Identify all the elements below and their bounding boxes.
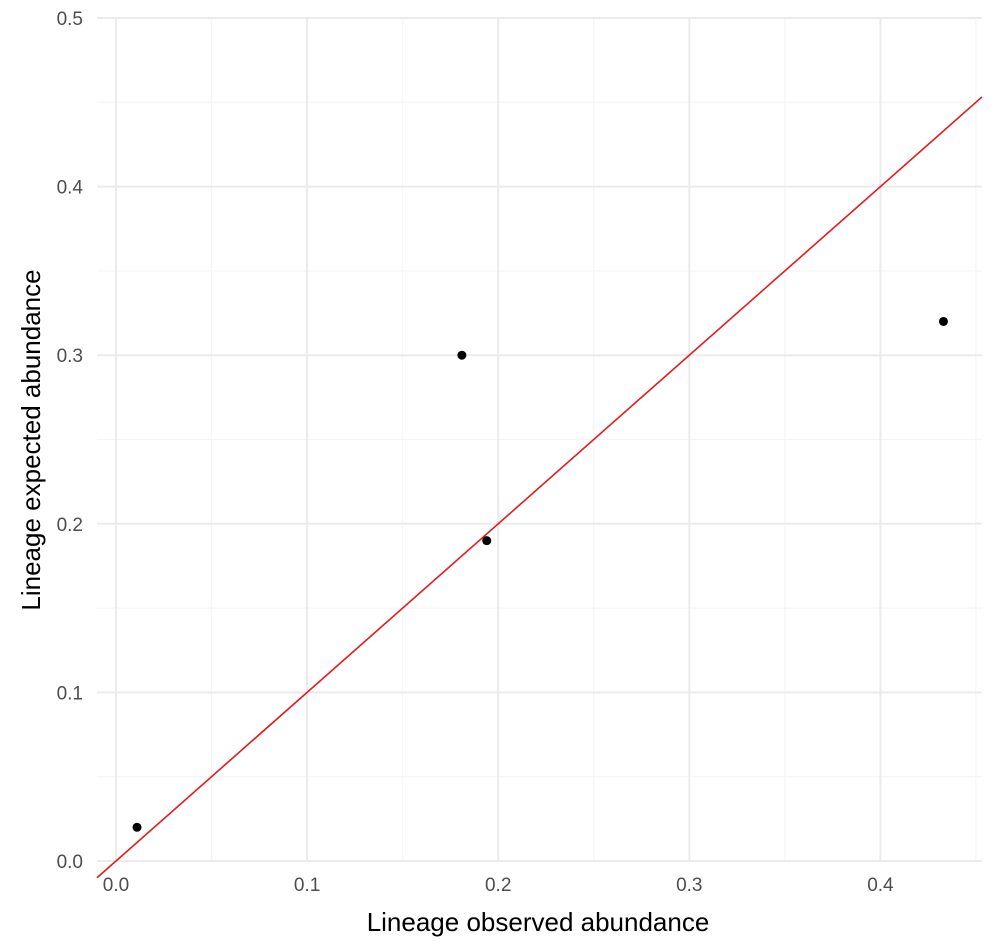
y-tick-label: 0.5: [57, 9, 83, 30]
y-tick-label: 0.4: [57, 178, 84, 199]
data-point: [938, 316, 948, 326]
y-tick-label: 0.2: [57, 515, 83, 536]
reference-line: [96, 96, 983, 879]
data-point: [132, 822, 142, 832]
x-tick-label: 0.2: [485, 875, 511, 896]
data-point: [482, 536, 492, 546]
y-axis-tick-labels: 0.0 0.1 0.2 0.3 0.4 0.5: [57, 9, 84, 873]
y-tick-label: 0.1: [57, 683, 83, 704]
data-point: [457, 350, 467, 360]
x-axis-title: Lineage observed abundance: [367, 907, 710, 937]
y-tick-label: 0.3: [57, 346, 83, 367]
reference-line-group: [96, 96, 983, 879]
y-axis-title: Lineage expected abundance: [16, 269, 46, 610]
x-tick-label: 0.4: [867, 875, 894, 896]
data-points: [132, 316, 948, 832]
x-axis-tick-labels: 0.0 0.1 0.2 0.3 0.4: [103, 875, 894, 896]
major-gridlines: [97, 17, 982, 862]
y-tick-label: 0.0: [57, 852, 83, 873]
x-tick-label: 0.3: [676, 875, 702, 896]
x-tick-label: 0.0: [103, 875, 129, 896]
minor-gridlines: [97, 18, 982, 861]
x-tick-label: 0.1: [294, 875, 320, 896]
